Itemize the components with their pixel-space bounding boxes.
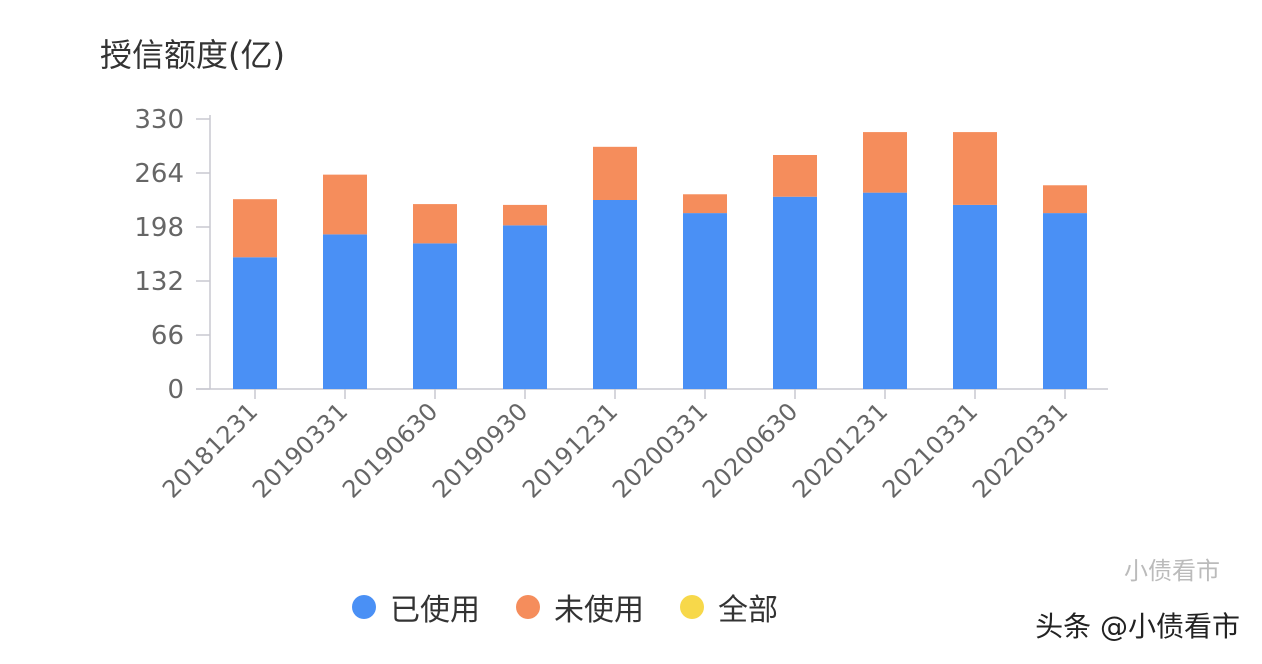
bar-used: [1043, 213, 1087, 389]
bar-unused: [953, 132, 997, 205]
x-tick-label: 20190331: [247, 397, 353, 503]
legend-swatch: [352, 595, 376, 619]
x-tick-label: 20181231: [157, 397, 263, 503]
y-tick-label: 66: [151, 321, 184, 351]
bar-used: [593, 200, 637, 389]
bar-unused: [413, 204, 457, 244]
legend-item-used[interactable]: 已使用: [352, 585, 480, 629]
legend-item-unused[interactable]: 未使用: [516, 585, 644, 629]
bar-used: [323, 234, 367, 389]
bar-used: [413, 243, 457, 389]
legend-item-all[interactable]: 全部: [680, 585, 778, 629]
legend-label: 已使用: [390, 593, 480, 628]
watermark: 头条 @小债看市: [1035, 610, 1240, 643]
bar-used: [503, 225, 547, 389]
x-tick-label: 20220331: [967, 397, 1073, 503]
y-tick-label: 0: [167, 375, 184, 405]
bar-unused: [863, 132, 907, 193]
y-tick-label: 198: [134, 213, 184, 243]
bar-used: [773, 196, 817, 389]
x-tick-label: 20200630: [697, 397, 803, 503]
faded-watermark: 小债看市: [1124, 557, 1220, 585]
bar-used: [863, 192, 907, 389]
bar-unused: [683, 194, 727, 214]
bar-unused: [593, 146, 637, 200]
legend-swatch: [680, 595, 704, 619]
bar-used: [233, 257, 277, 389]
bar-used: [683, 213, 727, 389]
x-tick-label: 20191231: [517, 397, 623, 503]
bar-unused: [233, 199, 277, 258]
y-tick-label: 330: [134, 105, 184, 135]
x-tick-label: 20190630: [337, 397, 443, 503]
bar-unused: [323, 174, 367, 235]
legend-label: 未使用: [554, 593, 644, 628]
bar-unused: [773, 155, 817, 197]
bar-unused: [503, 204, 547, 226]
x-tick-label: 20201231: [787, 397, 893, 503]
y-tick-label: 264: [134, 159, 184, 189]
y-tick-label: 132: [134, 267, 184, 297]
x-tick-label: 20190930: [427, 397, 533, 503]
legend: 已使用 未使用 全部: [352, 585, 778, 629]
legend-label: 全部: [718, 593, 778, 628]
x-tick-label: 20210331: [877, 397, 983, 503]
legend-swatch: [516, 595, 540, 619]
bar-used: [953, 204, 997, 389]
bar-unused: [1043, 185, 1087, 214]
x-tick-label: 20200331: [607, 397, 713, 503]
chart-title: 授信额度(亿): [100, 36, 285, 74]
